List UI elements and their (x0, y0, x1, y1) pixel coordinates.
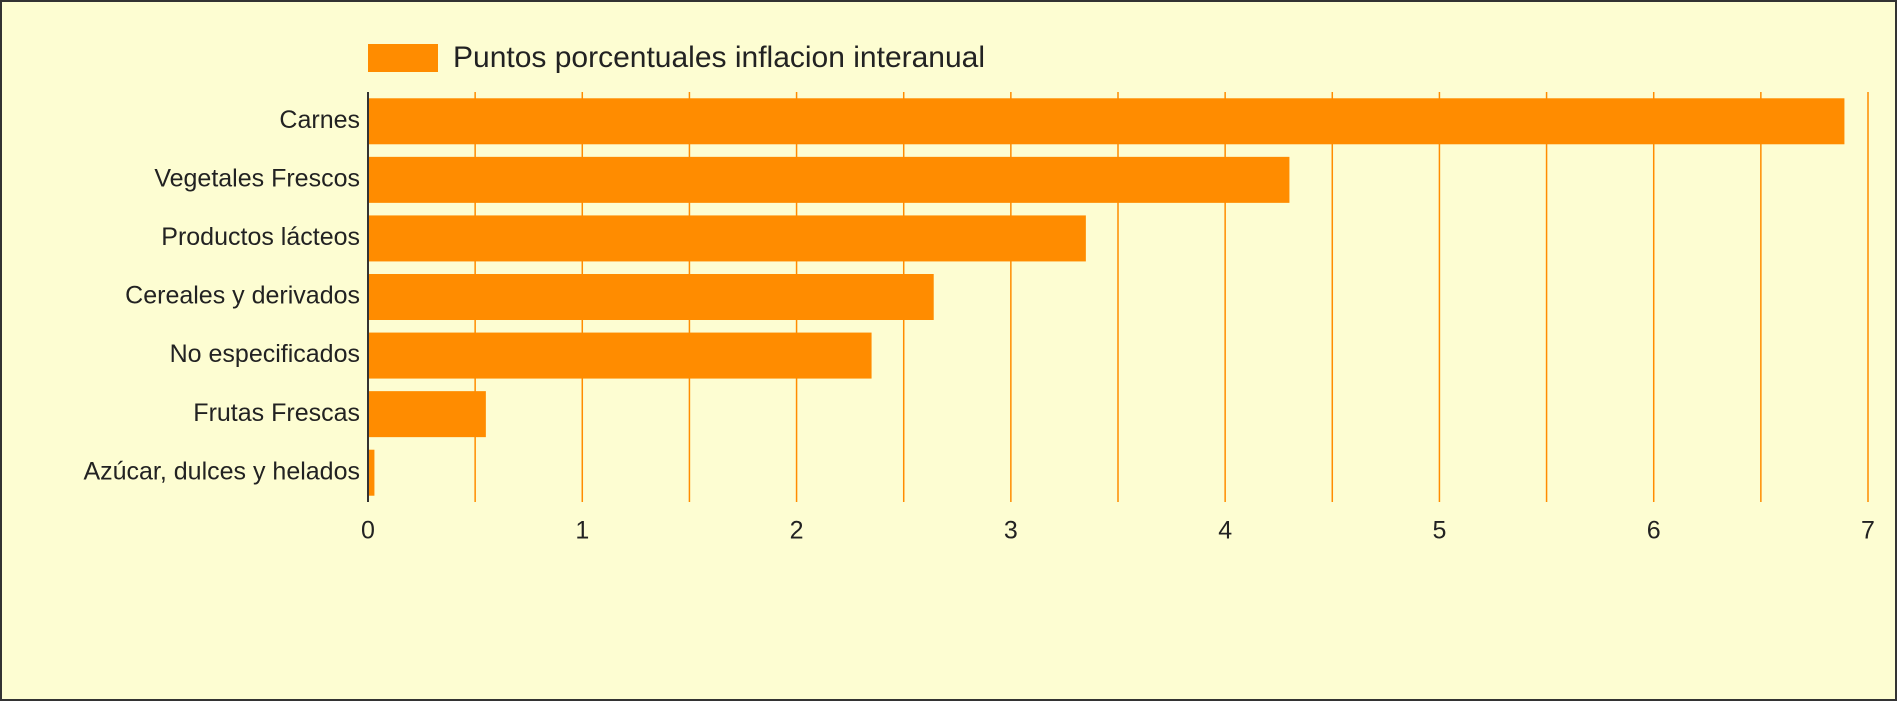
y-tick-label: Carnes (279, 106, 360, 134)
bar (368, 98, 1845, 145)
x-tick-label: 4 (1218, 517, 1232, 545)
x-tick-label: 0 (361, 517, 375, 545)
y-tick-label: Azúcar, dulces y helados (83, 457, 360, 485)
bar (368, 449, 375, 496)
y-tick-label: Productos lácteos (161, 223, 360, 251)
x-tick-label: 3 (1004, 517, 1018, 545)
bar (368, 391, 486, 438)
x-tick-label: 6 (1647, 517, 1661, 545)
bar (368, 215, 1086, 262)
x-tick-label: 2 (790, 517, 804, 545)
y-tick-label: Cereales y derivados (125, 282, 360, 310)
y-tick-label: Vegetales Frescos (154, 164, 360, 192)
x-tick-label: 5 (1432, 517, 1446, 545)
x-tick-label: 7 (1861, 517, 1875, 545)
legend-label: Puntos porcentuales inflacion interanual (453, 41, 985, 74)
legend-swatch (368, 44, 438, 72)
bar (368, 274, 934, 320)
x-tick-label: 1 (575, 517, 589, 545)
y-tick-label: Frutas Frescas (193, 399, 360, 427)
bar (368, 332, 872, 379)
bar (368, 156, 1290, 203)
y-tick-label: No especificados (170, 340, 360, 368)
